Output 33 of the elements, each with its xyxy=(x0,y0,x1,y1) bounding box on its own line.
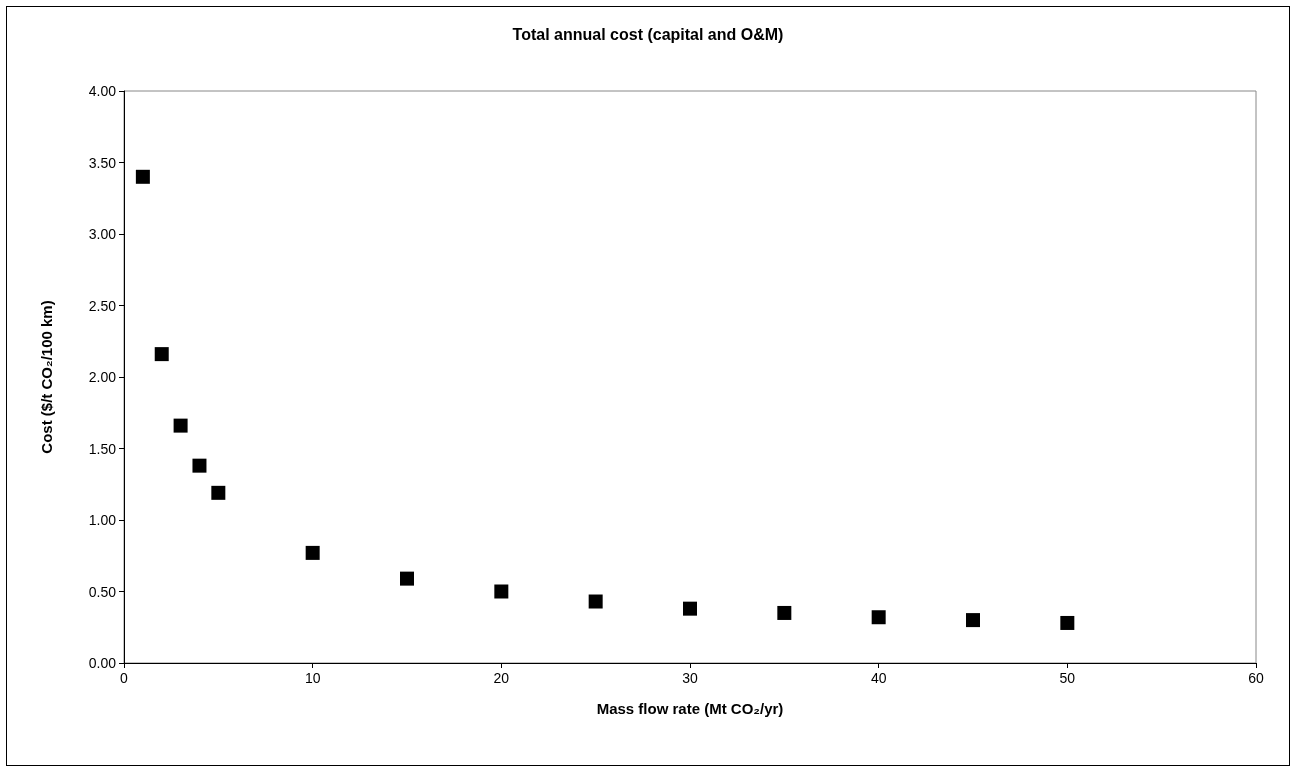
y-tick-label: 4.00 xyxy=(88,83,117,99)
x-tick-label: 30 xyxy=(682,670,698,686)
point xyxy=(173,418,188,433)
point xyxy=(777,605,792,620)
point xyxy=(135,169,150,184)
x-tick-label: 20 xyxy=(493,670,510,686)
y-tick-label: 2.00 xyxy=(88,369,117,385)
point xyxy=(494,584,509,599)
x-tick-label: 50 xyxy=(1059,670,1076,686)
y-tick-label: 3.50 xyxy=(88,154,117,171)
x-tick-label: 0 xyxy=(120,670,129,686)
y-tick-label: 3.00 xyxy=(88,226,117,242)
y-axis-title: Cost ($/t CO₂/100 km) xyxy=(38,300,55,454)
point xyxy=(966,613,980,628)
y-tick-label: 1.00 xyxy=(88,512,117,528)
point xyxy=(1060,615,1075,630)
y-tick-label: 0.00 xyxy=(88,655,117,671)
point xyxy=(683,601,697,616)
point xyxy=(871,610,886,625)
point xyxy=(192,458,207,473)
y-tick-label: 0.50 xyxy=(88,583,117,600)
chart-title: Total annual cost (capital and O&M) xyxy=(512,25,784,43)
x-axis-title: Mass flow rate (Mt CO₂/yr) xyxy=(596,700,784,717)
x-tick-label: 10 xyxy=(304,670,321,686)
point xyxy=(211,485,226,500)
point xyxy=(305,545,320,560)
x-tick-label: 40 xyxy=(870,670,887,686)
point xyxy=(154,347,169,362)
point xyxy=(588,594,603,609)
y-tick-label: 1.50 xyxy=(88,440,117,457)
y-tick-label: 2.50 xyxy=(88,297,117,314)
x-tick-label: 60 xyxy=(1248,670,1264,686)
point xyxy=(400,571,414,586)
